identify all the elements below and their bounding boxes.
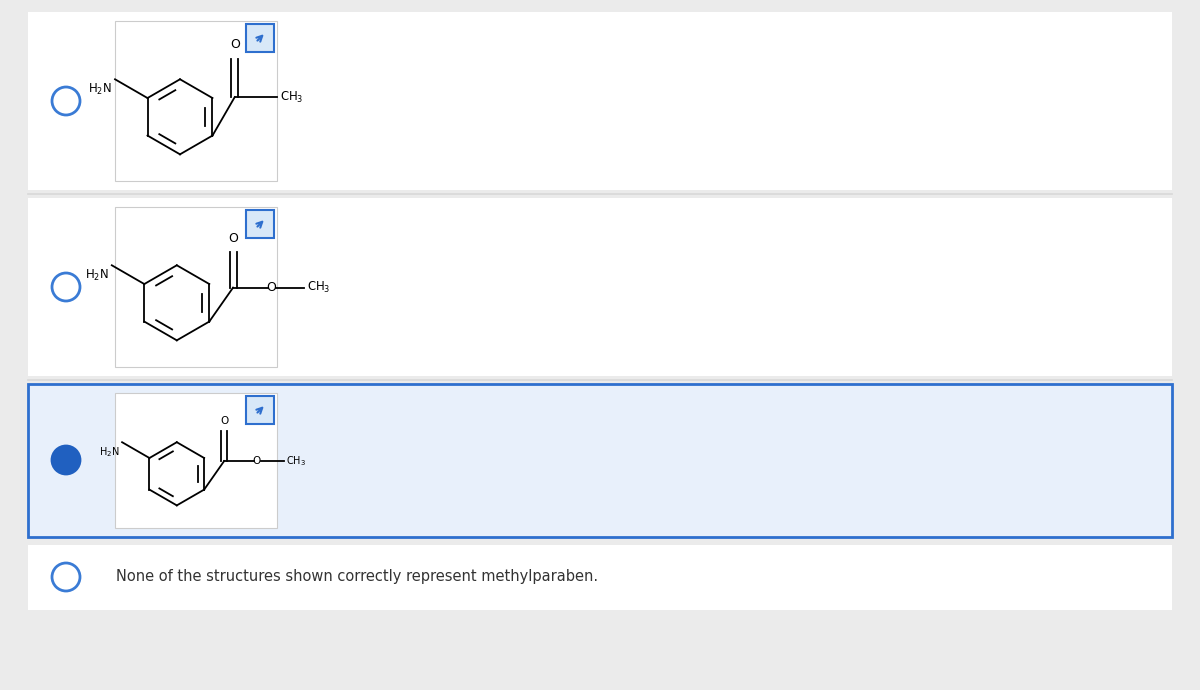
FancyBboxPatch shape (28, 384, 1172, 537)
Bar (28, 198, 1172, 376)
Text: O: O (252, 456, 260, 466)
Text: CH$_3$: CH$_3$ (306, 280, 330, 295)
FancyBboxPatch shape (246, 210, 274, 238)
Circle shape (52, 563, 80, 591)
Text: None of the structures shown correctly represent methylparaben.: None of the structures shown correctly r… (116, 569, 598, 584)
Text: CH$_3$: CH$_3$ (286, 454, 306, 468)
Circle shape (52, 273, 80, 301)
Circle shape (52, 87, 80, 115)
Bar (28, 545, 1172, 610)
FancyBboxPatch shape (115, 21, 277, 181)
FancyBboxPatch shape (246, 396, 274, 424)
FancyBboxPatch shape (115, 207, 277, 367)
Circle shape (52, 446, 80, 474)
Text: H$_2$N: H$_2$N (85, 268, 109, 284)
Text: O: O (220, 415, 228, 426)
Text: O: O (228, 233, 238, 246)
Text: CH$_3$: CH$_3$ (280, 90, 304, 105)
Bar (28, 12, 1172, 190)
Text: O: O (266, 281, 276, 294)
FancyBboxPatch shape (115, 393, 277, 528)
FancyBboxPatch shape (246, 24, 274, 52)
Text: H$_2$N: H$_2$N (88, 82, 112, 97)
Text: O: O (229, 39, 240, 52)
Text: H$_2$N: H$_2$N (100, 445, 120, 459)
